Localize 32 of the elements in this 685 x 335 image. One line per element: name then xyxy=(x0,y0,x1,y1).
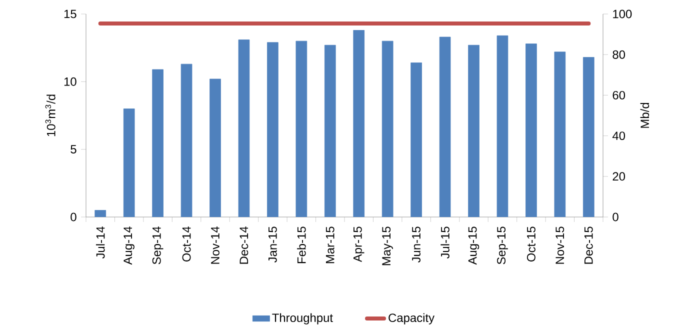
y-tick-label: 0 xyxy=(70,212,76,222)
x-tick-label: Oct-15 xyxy=(526,226,536,262)
y2-tick-label: 20 xyxy=(612,172,626,181)
x-tick-label: Aug-15 xyxy=(468,226,480,265)
x-tick-label: Aug-14 xyxy=(124,226,134,265)
x-tick-label: Dec-14 xyxy=(240,226,248,264)
y2-tick-label: 0 xyxy=(612,212,618,222)
y-tick-label: 10 xyxy=(64,77,76,86)
x-tick-label: Jul-14 xyxy=(96,226,105,259)
x-tick-label: Sep-14 xyxy=(152,226,164,264)
legend-label: Capacity xyxy=(388,313,434,324)
x-tick-label: Mar-15 xyxy=(326,226,334,264)
x-tick-label: May-15 xyxy=(382,226,393,266)
x-tick-label: Nov-15 xyxy=(556,226,564,264)
x-tick-label: Feb-15 xyxy=(297,226,306,264)
legend-label: Throughput xyxy=(272,313,333,324)
x-tick-label: Jan-15 xyxy=(268,226,277,263)
y2-tick-label: 80 xyxy=(612,50,626,59)
y2-tick-label: 40 xyxy=(612,132,626,140)
y-tick-label: 5 xyxy=(70,145,76,154)
y2-tick-label: 60 xyxy=(612,90,626,100)
y2-axis-title: Mb/d xyxy=(640,102,650,128)
x-tick-label: Jun-15 xyxy=(412,226,420,263)
x-tick-label: Oct-14 xyxy=(182,226,191,262)
y-tick-label: 15 xyxy=(64,10,76,18)
x-tick-label: Nov-14 xyxy=(211,226,220,264)
x-tick-label: Dec-15 xyxy=(584,226,593,264)
x-tick-label: Sep-15 xyxy=(497,226,508,264)
y2-tick-label: 100 xyxy=(613,10,632,18)
y-axis-title: 10$^{3}$m$^{3}$/d xyxy=(45,94,56,136)
x-tick-label: Apr-15 xyxy=(354,226,364,262)
x-tick-label: Jul-15 xyxy=(440,226,450,259)
